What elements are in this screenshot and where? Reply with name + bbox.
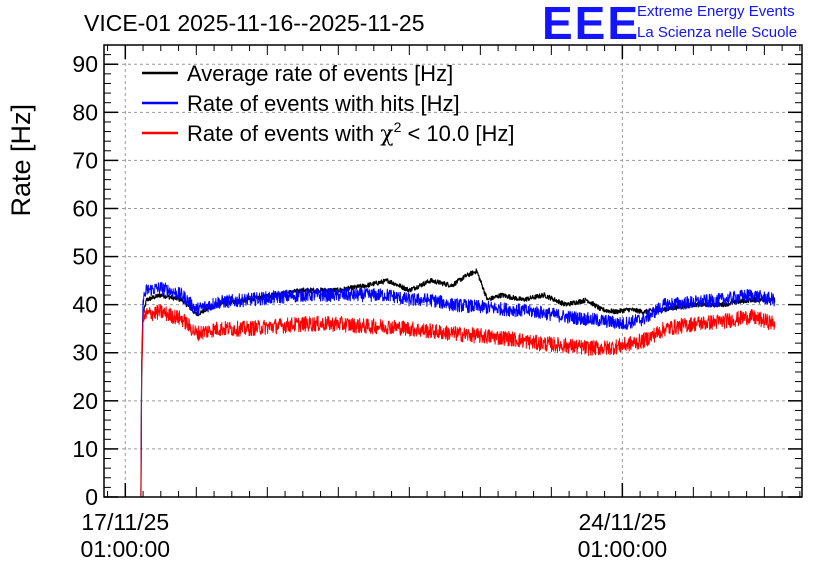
y-tick-label-2: 20: [72, 388, 98, 414]
series-line-1: [140, 282, 776, 498]
y-tick-label-0: 0: [85, 484, 98, 510]
axis-labels: 010203040506070809017/11/2501:00:0024/11…: [6, 51, 667, 562]
y-tick-label-8: 80: [72, 99, 98, 125]
legend-entry-0: Average rate of events [Hz]: [187, 61, 453, 86]
eee-logo-mark: EEE: [542, 0, 641, 49]
y-tick-label-1: 10: [72, 436, 98, 462]
legend-entry-2: Rate of events with χ2 < 10.0 [Hz]: [187, 119, 514, 147]
y-axis-label: Rate [Hz]: [6, 104, 36, 217]
x-tick-sublabel-0: 01:00:00: [81, 536, 171, 562]
x-tick-sublabel-1: 01:00:00: [578, 536, 668, 562]
x-tick-label-1: 24/11/25: [578, 509, 666, 535]
legend: Average rate of events [Hz] Rate of event…: [142, 61, 514, 147]
y-tick-label-5: 50: [72, 244, 98, 270]
data-series: [140, 268, 776, 498]
y-tick-label-3: 30: [72, 340, 98, 366]
series-line-2: [140, 304, 776, 498]
legend-entry-1: Rate of events with hits [Hz]: [187, 91, 460, 116]
y-tick-label-6: 60: [72, 195, 98, 221]
x-tick-label-0: 17/11/25: [81, 509, 169, 535]
y-tick-label-7: 70: [72, 147, 98, 173]
logo-line-2: La Scienza nelle Scuole: [637, 24, 798, 41]
y-tick-label-4: 40: [72, 292, 98, 318]
chart-title: VICE-01 2025-11-16--2025-11-25: [84, 10, 425, 36]
plot-frame: [103, 44, 803, 498]
y-tick-label-9: 90: [72, 51, 98, 77]
axis-ticks: [104, 45, 802, 498]
logo-line-1: Extreme Energy Events: [637, 3, 795, 20]
grid-lines: [104, 45, 802, 497]
